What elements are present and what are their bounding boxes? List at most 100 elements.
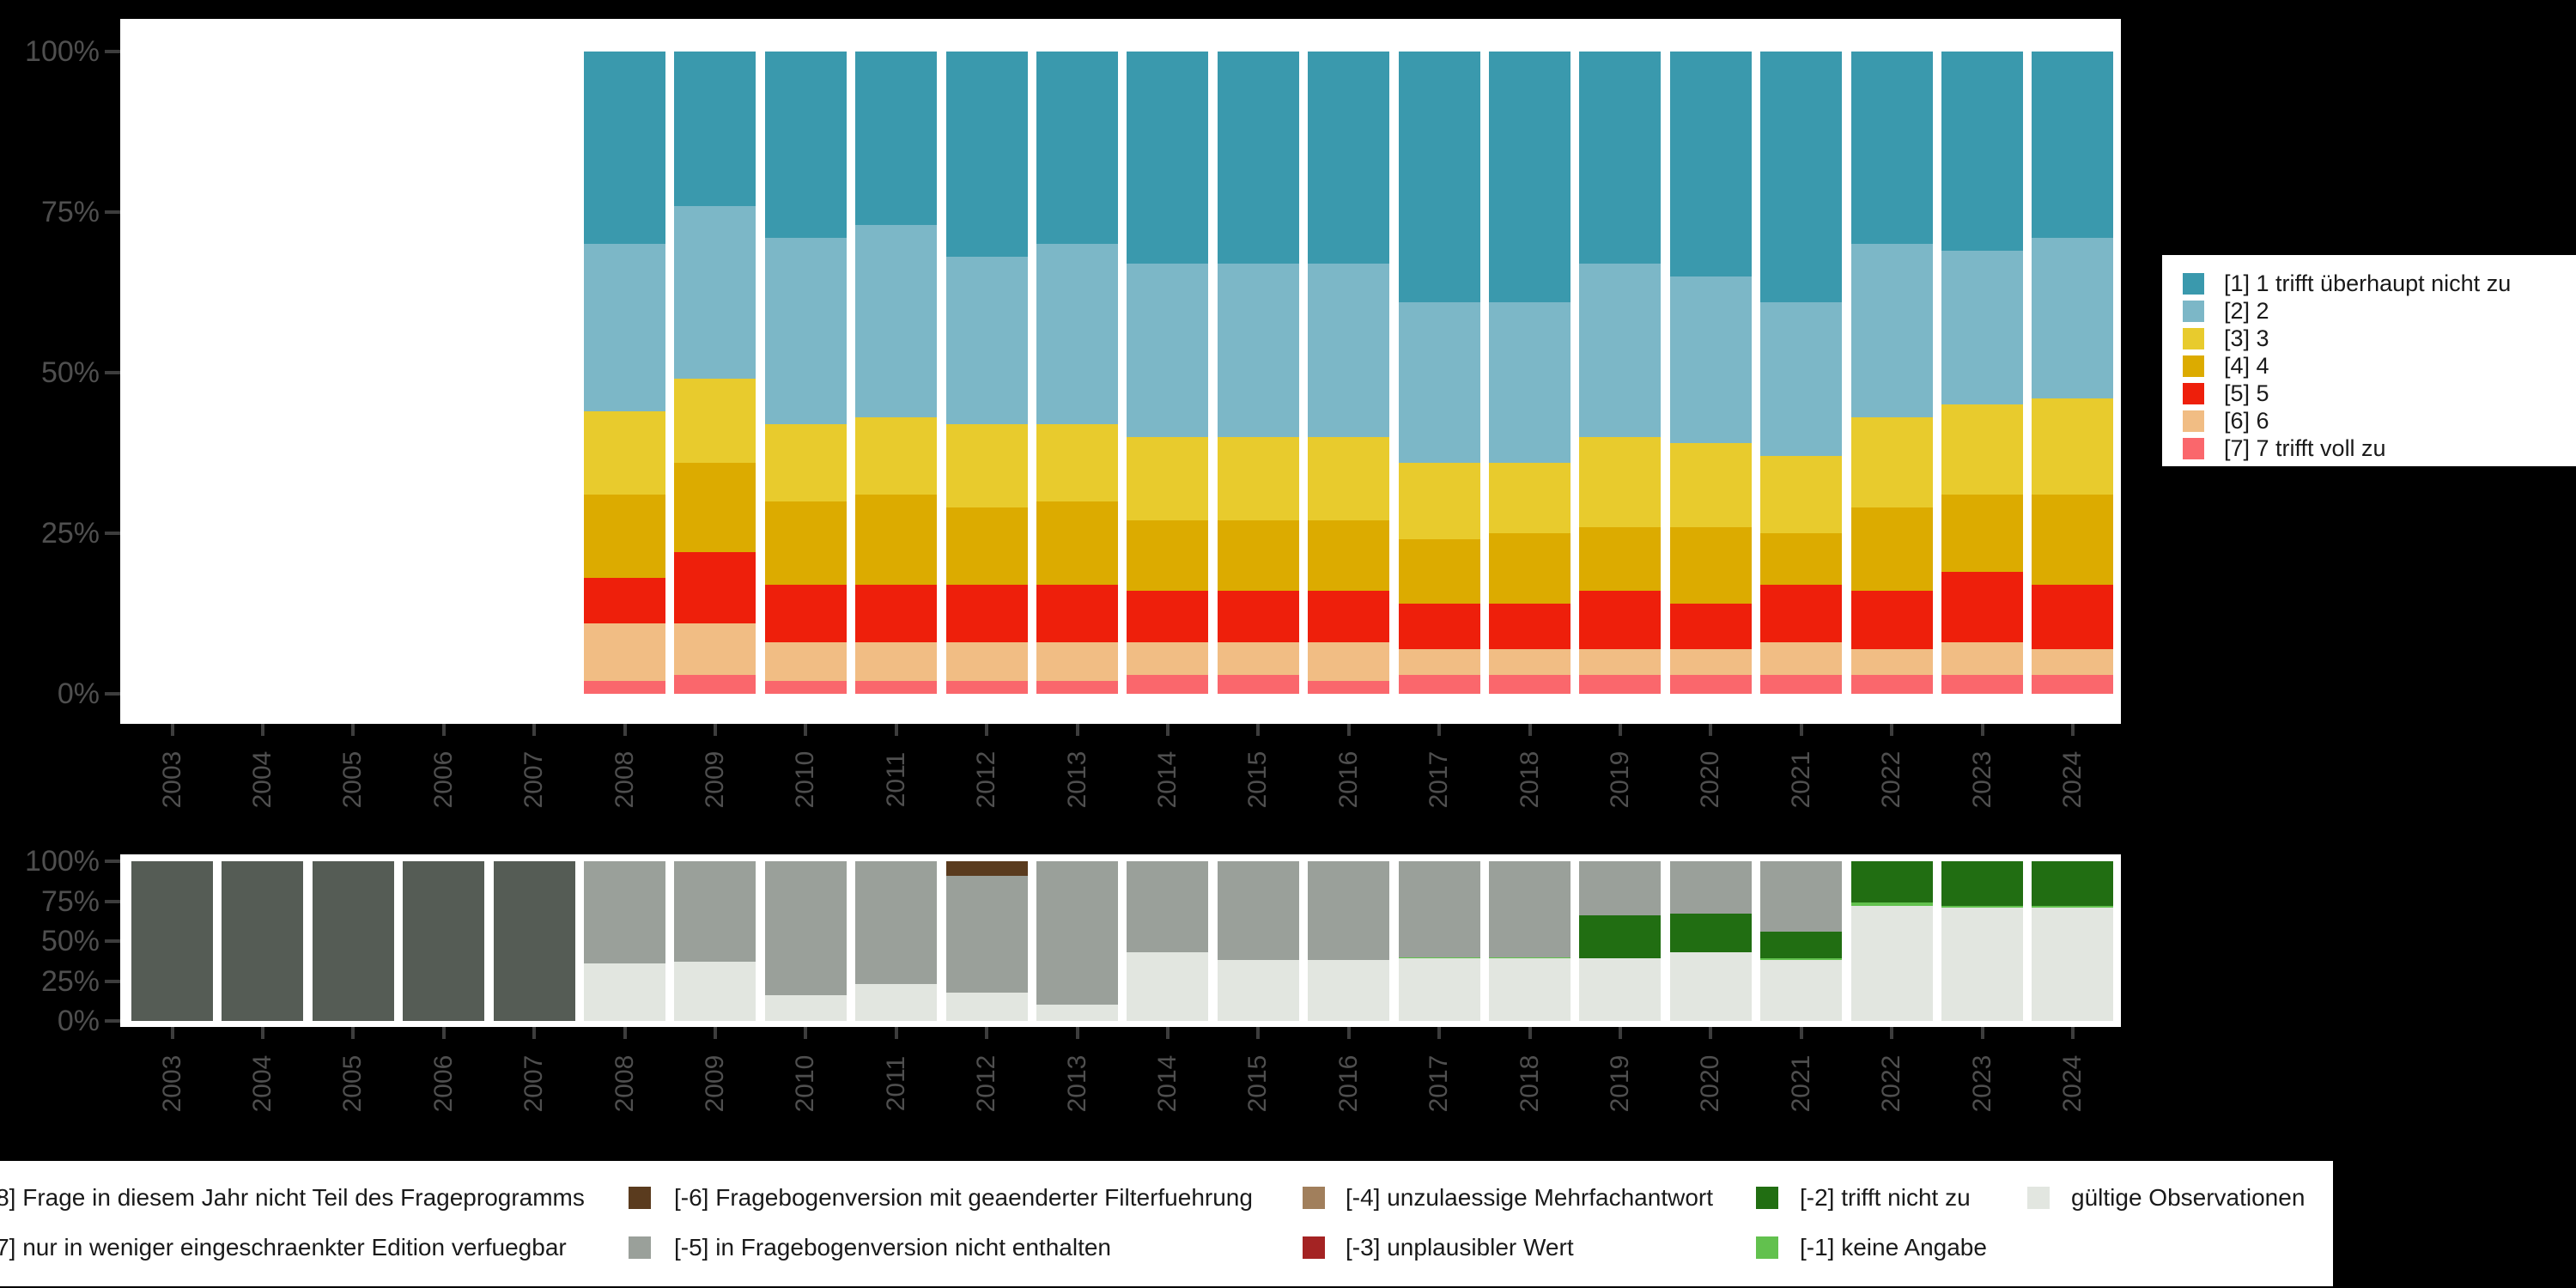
bar-segment xyxy=(1669,526,1752,605)
legend-label: [-7] nur in weniger eingeschraenkter Edi… xyxy=(0,1234,567,1261)
bar-segment xyxy=(2032,906,2114,908)
legend-swatch xyxy=(1303,1236,1325,1259)
bar-segment xyxy=(764,423,847,501)
x-axis-tick xyxy=(1437,724,1442,736)
bar-segment xyxy=(1127,674,1209,694)
bar-segment xyxy=(1217,591,1299,643)
x-axis-year-label: 2014 xyxy=(1152,1054,1182,1113)
y-axis-label: 100% xyxy=(25,845,100,878)
bar-segment xyxy=(1760,674,1843,694)
x-axis-tick xyxy=(1256,724,1261,736)
bar-segment xyxy=(1489,958,1571,1021)
x-axis-year-label: 2009 xyxy=(700,750,729,809)
x-axis-tick xyxy=(1528,1027,1532,1039)
bar-segment xyxy=(1489,301,1571,463)
bar-segment xyxy=(584,681,665,694)
bar-segment xyxy=(945,507,1028,585)
bar-segment xyxy=(1579,674,1662,694)
legend-label: [-3] unplausibler Wert xyxy=(1346,1234,1574,1261)
x-axis-tick xyxy=(532,1027,537,1039)
legend-label: [3] 3 xyxy=(2224,325,2269,351)
bar-segment xyxy=(945,861,1028,876)
x-axis-tick xyxy=(1346,1027,1351,1039)
bar-segment xyxy=(1489,957,1571,959)
x-axis-year-label: 2017 xyxy=(1425,1054,1454,1113)
legend-swatch xyxy=(1303,1187,1325,1209)
bar-segment xyxy=(1579,436,1662,527)
bar-segment xyxy=(1036,501,1118,585)
bar-segment xyxy=(1669,276,1752,444)
x-axis-tick xyxy=(1528,724,1532,736)
bar-segment xyxy=(945,584,1028,643)
legend-label: [4] 4 xyxy=(2224,353,2269,379)
y-axis-tick xyxy=(105,50,120,53)
x-axis-year-label: 2007 xyxy=(519,1054,549,1113)
bar-segment xyxy=(1579,861,1662,916)
bar-segment xyxy=(764,52,847,238)
y-axis-label: 75% xyxy=(40,196,100,228)
bar-segment xyxy=(855,417,938,495)
x-axis-tick xyxy=(1799,724,1803,736)
x-axis-tick xyxy=(170,1027,174,1039)
legend-label: [2] 2 xyxy=(2224,298,2269,324)
x-axis-year-label: 2010 xyxy=(791,1054,820,1113)
bar-segment xyxy=(1760,960,1843,1021)
x-axis-year-label: 2005 xyxy=(338,1054,368,1113)
bar-segment xyxy=(945,52,1028,258)
bar-segment xyxy=(1760,931,1843,959)
bar-segment xyxy=(1850,674,1933,694)
x-axis-year-label: 2015 xyxy=(1243,750,1273,809)
bar-segment xyxy=(945,681,1028,694)
bar-segment xyxy=(1308,681,1390,694)
bar-segment xyxy=(584,495,665,579)
bar-segment xyxy=(1127,952,1209,1021)
y-axis-label: 100% xyxy=(25,35,100,68)
bar-segment xyxy=(584,244,665,411)
bar-segment xyxy=(1941,571,2023,643)
x-axis-tick xyxy=(985,724,989,736)
bar-segment xyxy=(1579,526,1662,592)
legend-swatch xyxy=(2183,382,2204,404)
x-axis-year-label: 2008 xyxy=(610,1054,639,1113)
bar-segment xyxy=(1941,674,2023,694)
x-axis-tick xyxy=(2070,724,2075,736)
bar-segment xyxy=(1760,52,1843,302)
bar-segment xyxy=(1489,52,1571,302)
bar-segment xyxy=(1669,952,1752,1021)
bar-segment xyxy=(1669,861,1752,914)
bar-segment xyxy=(1579,958,1662,1021)
x-axis-year-label: 2004 xyxy=(247,1054,276,1113)
bar-segment xyxy=(1850,507,1933,592)
y-axis-tick xyxy=(105,860,120,863)
bar-segment xyxy=(945,257,1028,424)
bar-segment xyxy=(1398,648,1480,675)
x-axis-tick xyxy=(804,1027,808,1039)
legend-swatch xyxy=(629,1187,651,1209)
x-axis-year-label: 2007 xyxy=(519,750,549,809)
x-axis-year-label: 2019 xyxy=(1605,1054,1634,1113)
legend-label: [-8] Frage in diesem Jahr nicht Teil des… xyxy=(0,1184,585,1211)
bar-segment xyxy=(1941,250,2023,405)
bar-segment xyxy=(312,861,394,1021)
bar-segment xyxy=(764,681,847,694)
y-axis-tick xyxy=(105,692,120,696)
legend-swatch xyxy=(1756,1236,1778,1259)
x-axis-year-label: 2006 xyxy=(428,750,458,809)
bar-segment xyxy=(855,495,938,585)
legend-swatch xyxy=(2183,272,2204,295)
bar-segment xyxy=(1760,301,1843,457)
bar-segment xyxy=(131,861,213,1021)
x-axis-year-label: 2022 xyxy=(1877,1054,1906,1113)
x-axis-year-label: 2011 xyxy=(881,751,910,808)
bar-segment xyxy=(1036,244,1118,424)
bar-segment xyxy=(1127,520,1209,592)
legend-label: [-4] unzulaessige Mehrfachantwort xyxy=(1346,1184,1713,1211)
x-axis-year-label: 2022 xyxy=(1877,750,1906,809)
legend-swatch xyxy=(2183,355,2204,377)
bar-segment xyxy=(1308,52,1390,264)
bar-segment xyxy=(1217,520,1299,592)
bar-segment xyxy=(674,861,756,963)
bar-segment xyxy=(1850,52,1933,245)
x-axis-year-label: 2020 xyxy=(1696,1054,1725,1113)
bar-segment xyxy=(1308,960,1390,1021)
